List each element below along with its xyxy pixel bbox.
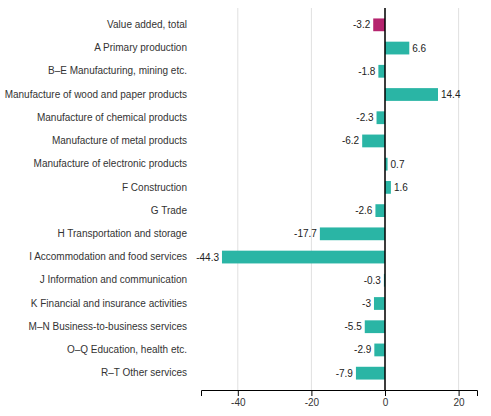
x-tick-mark [459,390,460,396]
bar [320,227,385,240]
x-tick-label: -40 [231,397,246,408]
data-label: 6.6 [412,43,426,54]
grid [238,8,459,390]
bar [385,42,409,55]
x-tick-label: -20 [305,397,320,408]
data-label: -3 [362,298,371,309]
bar [375,204,385,217]
bar [373,18,385,31]
data-label: -7.9 [336,368,354,379]
x-tick: 0 [383,390,389,408]
y-tick-label: G Trade [151,205,188,216]
x-tick-label: 0 [383,397,389,408]
y-tick: F Construction [122,182,187,193]
bars [222,18,438,379]
x-tick-label: 20 [454,397,466,408]
y-tick-label: J Information and communication [40,274,187,285]
y-tick-label: M–N Business-to-business services [29,321,187,332]
y-tick: A Primary production [94,42,187,53]
bar [385,181,391,194]
y-tick-label: Manufacture of chemical products [37,112,187,123]
y-tick: O–Q Education, health etc. [67,344,187,355]
x-axis: -40 -20 0 20 [202,390,478,408]
x-tick-mark [311,390,312,396]
y-tick: I Accommodation and food services [29,251,187,262]
data-label: 0.7 [391,159,405,170]
bar [222,251,385,264]
data-label: -17.7 [294,228,317,239]
y-tick-label: H Transportation and storage [57,228,187,239]
y-tick-label: Manufacture of electronic products [34,158,187,169]
data-label: -44.3 [196,252,219,263]
y-tick: Manufacture of chemical products [37,112,187,123]
y-tick: J Information and communication [40,274,187,285]
y-tick-label: I Accommodation and food services [29,251,187,262]
y-tick-label: O–Q Education, health etc. [67,344,187,355]
data-label: 14.4 [441,89,461,100]
grid-line [385,8,386,390]
grid-line [311,8,312,390]
bar [374,297,385,310]
data-labels: -3.2 6.6 -1.8 14.4 -2.3 -6.2 0.7 1.6 -2.6 -17.7 -4… [196,19,461,378]
x-tick-mark [238,390,239,396]
y-tick-label: B–E Manufacturing, mining etc. [48,65,187,76]
grid-line [458,8,459,390]
data-label: -2.9 [354,344,372,355]
y-tick: G Trade [151,205,188,216]
y-tick-label: F Construction [122,182,187,193]
data-label: -2.3 [356,112,374,123]
y-tick: Manufacture of electronic products [34,158,187,169]
data-label: -6.2 [342,135,360,146]
y-axis: Value added, total A Primary production B–… [5,19,188,378]
y-tick-label: A Primary production [94,42,187,53]
x-tick: -40 [231,390,246,408]
y-tick: Manufacture of wood and paper products [5,89,187,100]
y-tick-label: Manufacture of metal products [52,135,187,146]
bar [365,320,385,333]
zero-line [384,8,386,390]
chart: Value added, total A Primary production B–… [0,0,491,416]
x-tick: -20 [305,390,320,408]
x-tick: 20 [454,390,466,408]
y-tick: H Transportation and storage [57,228,187,239]
x-axis-line [202,391,478,397]
bar [374,344,385,357]
y-tick-label: R–T Other services [101,367,187,378]
y-tick: R–T Other services [101,367,187,378]
data-label: -1.8 [358,66,376,77]
y-tick-label: Value added, total [107,19,187,30]
x-tick-mark [385,390,386,396]
data-label: -3.2 [353,19,371,30]
y-tick-label: K Financial and insurance activities [31,298,187,309]
bar [362,135,385,148]
y-tick: Manufacture of metal products [52,135,187,146]
grid-line [237,8,238,390]
bar [378,65,385,78]
data-label: -5.5 [345,321,363,332]
y-tick: K Financial and insurance activities [31,298,187,309]
data-label: -0.3 [364,275,382,286]
bar [377,111,385,124]
bar [385,88,438,101]
y-tick-label: Manufacture of wood and paper products [5,89,187,100]
data-label: -2.6 [355,205,373,216]
y-tick: Value added, total [107,19,187,30]
bar [356,367,385,380]
y-tick: M–N Business-to-business services [29,321,187,332]
y-tick: B–E Manufacturing, mining etc. [48,65,187,76]
data-label: 1.6 [394,182,408,193]
